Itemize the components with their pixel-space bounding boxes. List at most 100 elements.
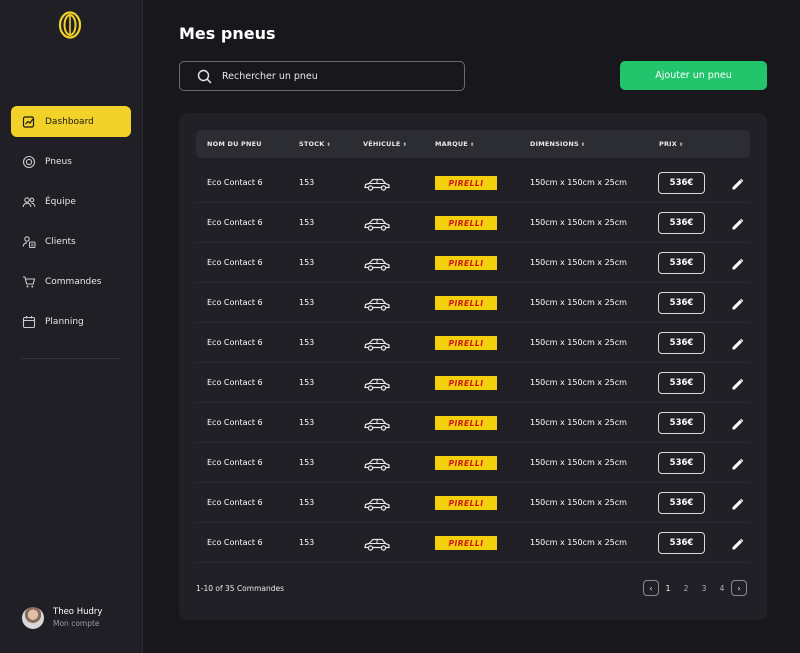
edit-icon[interactable] xyxy=(731,416,744,430)
dimensions-value: 150cm x 150cm x 25cm xyxy=(530,178,627,187)
brand-logo: PIRELLI xyxy=(435,256,497,270)
tire-name: Eco Contact 6 xyxy=(207,538,263,547)
page-3[interactable]: 3 xyxy=(701,583,707,593)
price-badge[interactable]: 536€ xyxy=(658,172,705,194)
car-icon xyxy=(363,176,391,191)
page-4[interactable]: 4 xyxy=(719,583,725,593)
brand-name: PIRELLI xyxy=(448,298,484,308)
table-row[interactable]: Eco Contact 6 153 PIRELLI 150cm x 150cm x 2… xyxy=(196,323,750,363)
edit-icon[interactable] xyxy=(731,256,744,270)
brand-name: PIRELLI xyxy=(448,458,484,468)
stock-value: 153 xyxy=(299,458,315,467)
car-icon xyxy=(363,416,391,431)
add-tire-button[interactable]: Ajouter un pneu xyxy=(620,61,767,90)
table-row[interactable]: Eco Contact 6 153 PIRELLI 150cm x 150cm x 2… xyxy=(196,203,750,243)
tire-logo-icon[interactable] xyxy=(58,11,82,39)
column-header-price[interactable]: PRIX ⬍ xyxy=(659,140,684,148)
column-header-name[interactable]: NOM DU PNEU xyxy=(207,140,262,148)
column-header-stock[interactable]: STOCK ⬍ xyxy=(299,140,331,148)
table-row[interactable]: Eco Contact 6 153 PIRELLI 150cm x 150cm x 2… xyxy=(196,443,750,483)
user-profile[interactable]: Theo Hudry Mon compte xyxy=(22,606,102,630)
sort-icon: ⬍ xyxy=(402,142,407,148)
price-badge[interactable]: 536€ xyxy=(658,532,705,554)
sidebar-item-planning[interactable]: Planning xyxy=(11,306,131,337)
edit-icon[interactable] xyxy=(731,336,744,350)
calendar-icon xyxy=(22,315,36,329)
stock-value: 153 xyxy=(299,538,315,547)
tires-table-card: NOM DU PNEU STOCK ⬍ VÉHICULE ⬍ MARQUE ⬍ DIM… xyxy=(179,113,767,620)
car-icon xyxy=(363,296,391,311)
stock-value: 153 xyxy=(299,298,315,307)
brand-logo: PIRELLI xyxy=(435,416,497,430)
table-row[interactable]: Eco Contact 6 153 PIRELLI 150cm x 150cm x 2… xyxy=(196,483,750,523)
chart-icon xyxy=(22,115,36,129)
stock-value: 153 xyxy=(299,178,315,187)
page-2[interactable]: 2 xyxy=(683,583,689,593)
stock-value: 153 xyxy=(299,378,315,387)
price-badge[interactable]: 536€ xyxy=(658,452,705,474)
dimensions-value: 150cm x 150cm x 25cm xyxy=(530,498,627,507)
table-row[interactable]: Eco Contact 6 153 PIRELLI 150cm x 150cm x 2… xyxy=(196,163,750,203)
edit-icon[interactable] xyxy=(731,456,744,470)
price-badge[interactable]: 536€ xyxy=(658,292,705,314)
edit-icon[interactable] xyxy=(731,216,744,230)
tire-name: Eco Contact 6 xyxy=(207,378,263,387)
search-input[interactable] xyxy=(222,70,442,82)
tire-name: Eco Contact 6 xyxy=(207,298,263,307)
table-row[interactable]: Eco Contact 6 153 PIRELLI 150cm x 150cm x 2… xyxy=(196,283,750,323)
table-row[interactable]: Eco Contact 6 153 PIRELLI 150cm x 150cm x 2… xyxy=(196,403,750,443)
brand-name: PIRELLI xyxy=(448,178,484,188)
sort-icon: ⬍ xyxy=(469,142,475,148)
edit-icon[interactable] xyxy=(731,176,744,190)
stock-value: 153 xyxy=(299,338,315,347)
page-1[interactable]: 1 xyxy=(665,583,671,593)
edit-icon[interactable] xyxy=(731,536,744,550)
car-icon xyxy=(363,216,391,231)
sidebar-item-pneus[interactable]: Pneus xyxy=(11,146,131,177)
edit-icon[interactable] xyxy=(731,496,744,510)
sidebar-item-dashboard[interactable]: Dashboard xyxy=(11,106,131,137)
column-header-vehicle[interactable]: VÉHICULE ⬍ xyxy=(363,140,407,148)
sort-icon: ⬍ xyxy=(679,142,684,148)
brand-name: PIRELLI xyxy=(448,338,484,348)
prev-page-button[interactable]: ‹ xyxy=(643,580,659,596)
sidebar-item-label: Pneus xyxy=(45,156,72,167)
table-row[interactable]: Eco Contact 6 153 PIRELLI 150cm x 150cm x 2… xyxy=(196,523,750,563)
stock-value: 153 xyxy=(299,218,315,227)
dimensions-value: 150cm x 150cm x 25cm xyxy=(530,418,627,427)
brand-name: PIRELLI xyxy=(448,378,484,388)
dimensions-value: 150cm x 150cm x 25cm xyxy=(530,458,627,467)
table-row[interactable]: Eco Contact 6 153 PIRELLI 150cm x 150cm x 2… xyxy=(196,363,750,403)
stock-value: 153 xyxy=(299,498,315,507)
table-row[interactable]: Eco Contact 6 153 PIRELLI 150cm x 150cm x 2… xyxy=(196,243,750,283)
price-badge[interactable]: 536€ xyxy=(658,252,705,274)
price-badge[interactable]: 536€ xyxy=(658,372,705,394)
brand-logo: PIRELLI xyxy=(435,496,497,510)
search-bar[interactable] xyxy=(179,61,465,91)
price-badge[interactable]: 536€ xyxy=(658,332,705,354)
sidebar-item-label: Équipe xyxy=(45,196,76,207)
price-badge[interactable]: 536€ xyxy=(658,412,705,434)
car-icon xyxy=(363,256,391,271)
sidebar-item-clients[interactable]: Clients xyxy=(11,226,131,257)
dimensions-value: 150cm x 150cm x 25cm xyxy=(530,298,627,307)
dimensions-value: 150cm x 150cm x 25cm xyxy=(530,218,627,227)
next-page-button[interactable]: › xyxy=(731,580,747,596)
avatar[interactable] xyxy=(22,607,44,629)
brand-logo: PIRELLI xyxy=(435,176,497,190)
price-badge[interactable]: 536€ xyxy=(658,492,705,514)
edit-icon[interactable] xyxy=(731,296,744,310)
sidebar-item-commandes[interactable]: Commandes xyxy=(11,266,131,297)
dimensions-value: 150cm x 150cm x 25cm xyxy=(530,258,627,267)
profile-account-link[interactable]: Mon compte xyxy=(53,619,100,628)
column-header-brand[interactable]: MARQUE ⬍ xyxy=(435,140,475,148)
car-icon xyxy=(363,376,391,391)
column-header-dimensions[interactable]: DIMENSIONS ⬍ xyxy=(530,140,586,148)
price-badge[interactable]: 536€ xyxy=(658,212,705,234)
page-title: Mes pneus xyxy=(179,24,276,43)
sidebar-item-equipe[interactable]: Équipe xyxy=(11,186,131,217)
edit-icon[interactable] xyxy=(731,376,744,390)
profile-name: Theo Hudry xyxy=(53,607,103,617)
search-icon xyxy=(197,69,212,84)
brand-name: PIRELLI xyxy=(448,218,484,228)
